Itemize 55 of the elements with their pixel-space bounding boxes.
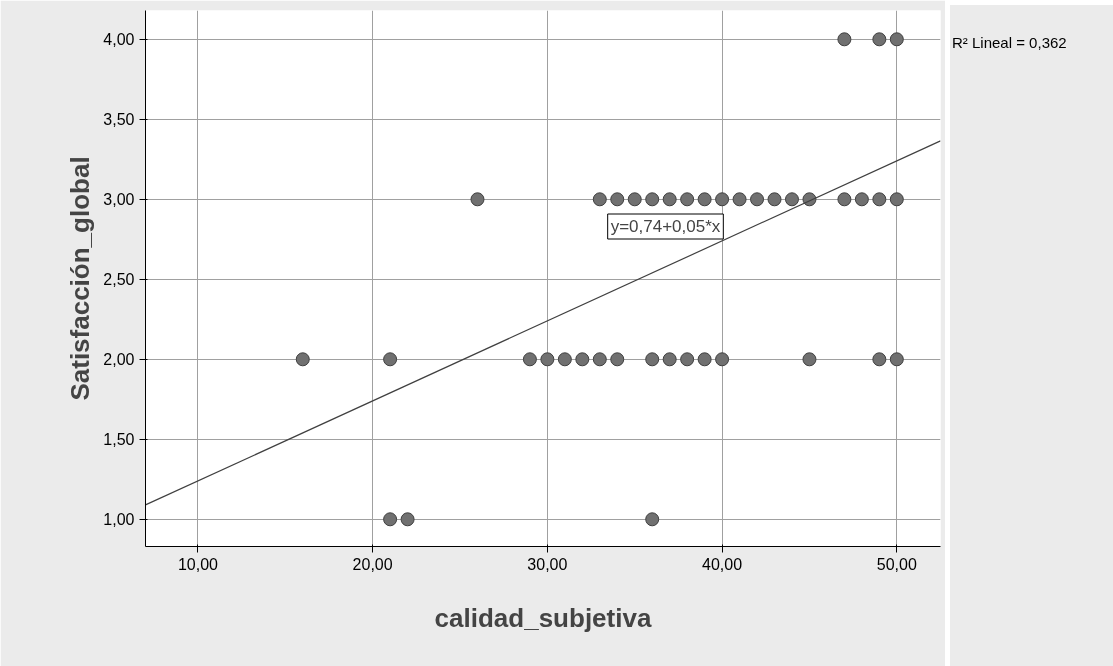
point [697,352,712,367]
point [383,352,398,367]
point [610,192,625,207]
y-tick-label: 1,00 [103,511,135,529]
point [767,192,782,207]
y-tick-label: 4,00 [103,31,135,49]
point [645,512,660,527]
point [872,352,887,367]
point [400,512,415,527]
annotation: y=0,74+0,05*x [610,217,721,236]
y-tick-label: 3,50 [103,111,135,129]
point [697,192,712,207]
point [802,352,817,367]
point [784,192,799,207]
point [610,352,625,367]
point [680,192,695,207]
point [837,192,852,207]
y-tick-label: 3,00 [103,191,135,209]
point [715,352,730,367]
point [872,32,887,47]
x-tick-label: 50,00 [876,555,917,573]
point [662,192,677,207]
point [715,192,730,207]
point [662,352,677,367]
point [295,352,310,367]
y-tick-label: 2,00 [103,351,135,369]
point [470,192,485,207]
point [889,32,904,47]
x-tick-label: 40,00 [702,555,743,573]
point [557,352,572,367]
y-tick-label: 2,50 [103,271,135,289]
y-tick-label: 1,50 [103,431,135,449]
point [889,192,904,207]
point [732,192,747,207]
x-tick-label: 10,00 [177,555,219,573]
point [837,32,852,47]
point [592,352,607,367]
point [592,192,607,207]
point [854,192,869,207]
point [680,352,695,367]
point [645,352,660,367]
point [750,192,765,207]
point [540,352,555,367]
point [645,192,660,207]
text: R² Lineal = 0,362 [952,33,1067,53]
point [889,352,904,367]
x-axis-title: calidad_subjetiva [434,602,652,633]
point [522,352,537,367]
point [627,192,642,207]
point [872,192,887,207]
point [383,512,398,527]
x-tick-label: 20,00 [352,555,393,573]
x-tick-label: 30,00 [527,555,568,573]
y-axis-title: Satisfacción_global [65,156,96,401]
point [575,352,590,367]
